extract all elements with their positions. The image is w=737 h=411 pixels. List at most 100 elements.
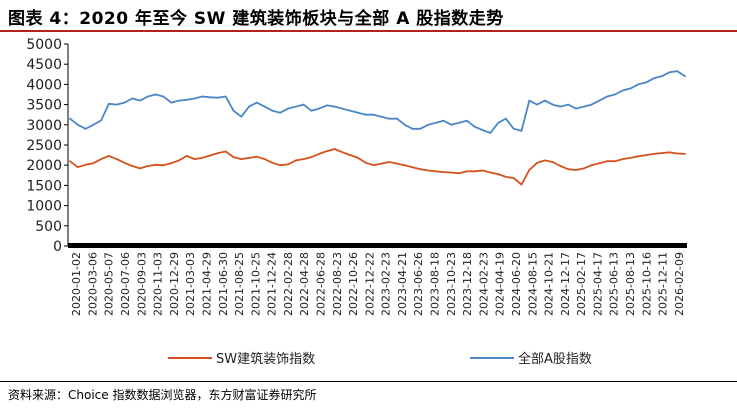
data-point [567,103,570,106]
data-point [388,117,391,120]
x-tick-label: 2026-02-09 [673,252,686,316]
data-point [396,162,398,165]
data-point [185,98,188,101]
data-point [380,162,383,165]
data-point [606,160,609,163]
data-point [224,95,227,98]
data-point [263,105,266,108]
data-point [419,127,422,130]
x-tick-label: 2021-04-29 [200,252,213,316]
data-point [108,102,110,105]
data-point [614,160,616,163]
data-point [248,105,251,108]
data-point [240,158,243,160]
x-tick-label: 2023-06-26 [412,252,425,316]
data-point [146,165,149,167]
x-tick-label: 2025-02-17 [575,252,588,316]
x-tick-label: 2020-03-06 [86,252,99,316]
y-tick-label: 2000 [26,158,62,174]
x-tick-label: 2024-12-17 [559,252,572,316]
data-point [76,123,79,126]
y-tick-label: 2500 [26,138,62,154]
data-point [645,81,647,84]
x-tick-label: 2024-06-20 [510,252,523,316]
x-axis-line [68,243,687,248]
y-tick-label: 1500 [26,178,62,194]
data-point [676,70,679,72]
x-tick-label: 2020-12-29 [168,252,181,316]
x-tick-label: 2020-11-03 [152,252,165,316]
data-point [660,152,663,154]
x-tick-label: 2024-08-15 [526,252,539,316]
data-point [255,155,258,158]
data-point [676,152,679,155]
data-point [497,121,500,124]
data-point [76,166,79,169]
data-point [466,119,468,122]
x-tick-label: 2022-10-26 [347,252,360,316]
data-point [209,96,212,99]
data-point [458,121,461,124]
x-tick-label: 2021-03-03 [184,252,197,316]
data-point [139,167,142,170]
data-point [590,103,593,106]
data-point [450,171,453,174]
data-point [349,109,352,112]
data-point [326,104,328,107]
data-point [559,105,562,108]
data-point [100,158,102,160]
data-point [380,115,383,118]
data-point [403,164,406,167]
data-point [209,154,212,157]
data-point [349,154,352,156]
data-point [100,119,102,122]
data-point [146,95,149,98]
x-tick-label: 2021-12-24 [266,252,279,316]
data-point [497,173,500,176]
data-point [684,153,686,155]
data-point [310,109,313,112]
x-tick-label: 2022-12-22 [363,252,376,316]
data-point [621,89,624,92]
data-point [170,101,173,104]
data-point [123,101,126,104]
data-point [598,162,601,165]
data-point [520,130,523,132]
x-tick-label: 2023-12-18 [461,252,474,316]
data-point [84,163,87,166]
data-point [396,117,398,120]
data-point [598,99,601,102]
data-point [248,157,251,159]
data-point [217,152,219,154]
data-point [536,103,538,106]
y-tick-label: 3500 [26,98,62,114]
data-point [302,103,305,106]
data-point [582,167,585,170]
data-point [458,172,461,175]
data-point [224,150,227,153]
data-point [551,103,554,106]
data-point [629,87,632,90]
x-tick-label: 2025-12-11 [657,252,670,316]
data-point [575,107,577,110]
x-tick-label: 2021-10-25 [249,252,262,316]
data-point [294,105,297,108]
data-point [473,170,476,173]
x-tick-label: 2025-04-17 [591,252,604,316]
data-point [279,111,282,114]
data-point [536,161,538,164]
y-tick-label: 3000 [26,118,62,134]
data-point [310,156,313,158]
data-point [528,169,531,171]
data-point [326,150,328,152]
data-point [442,171,445,174]
x-tick-label: 2025-08-13 [624,252,637,316]
data-point [357,157,359,159]
data-point [645,154,647,156]
x-tick-label: 2021-06-30 [217,252,230,316]
x-tick-label: 2023-04-21 [396,252,409,316]
data-point [201,157,204,159]
data-point [178,99,180,102]
data-point [427,123,429,126]
data-point [435,170,437,173]
